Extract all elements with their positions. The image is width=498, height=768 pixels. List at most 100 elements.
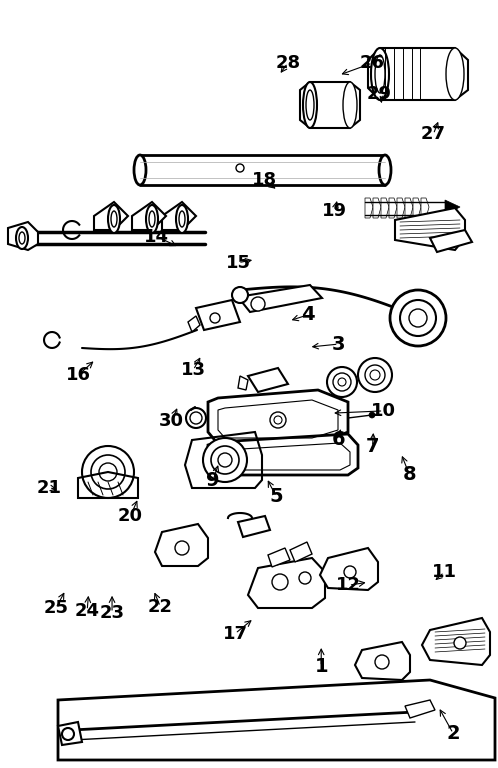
Polygon shape — [300, 82, 360, 128]
Circle shape — [365, 365, 385, 385]
Polygon shape — [248, 558, 325, 608]
Polygon shape — [422, 618, 490, 665]
Circle shape — [358, 358, 392, 392]
Circle shape — [369, 412, 375, 418]
Text: 8: 8 — [402, 465, 416, 484]
Text: 4: 4 — [301, 306, 315, 324]
Text: 3: 3 — [332, 335, 346, 353]
Polygon shape — [290, 542, 312, 562]
Polygon shape — [445, 200, 460, 215]
Circle shape — [274, 416, 282, 424]
Text: 24: 24 — [75, 601, 100, 620]
Ellipse shape — [446, 48, 464, 100]
Ellipse shape — [16, 227, 28, 249]
Polygon shape — [413, 198, 421, 218]
Polygon shape — [238, 285, 322, 312]
Polygon shape — [162, 202, 196, 230]
Circle shape — [99, 463, 117, 481]
Polygon shape — [248, 368, 288, 392]
Polygon shape — [238, 516, 270, 537]
Ellipse shape — [111, 211, 117, 227]
Circle shape — [210, 313, 220, 323]
Polygon shape — [188, 316, 200, 332]
Circle shape — [203, 438, 247, 482]
Ellipse shape — [371, 48, 389, 100]
Circle shape — [338, 378, 346, 386]
Circle shape — [370, 370, 380, 380]
Text: 6: 6 — [332, 430, 346, 449]
Text: 19: 19 — [322, 202, 347, 220]
Circle shape — [91, 455, 125, 489]
Polygon shape — [320, 548, 378, 590]
Circle shape — [299, 572, 311, 584]
Polygon shape — [208, 434, 358, 475]
Ellipse shape — [134, 155, 146, 185]
Polygon shape — [421, 198, 429, 218]
Text: 15: 15 — [226, 253, 250, 272]
Polygon shape — [8, 222, 38, 250]
Text: 9: 9 — [206, 471, 220, 489]
Text: 18: 18 — [252, 171, 277, 190]
Ellipse shape — [303, 82, 317, 128]
Circle shape — [232, 287, 248, 303]
Text: 23: 23 — [100, 604, 124, 622]
Circle shape — [390, 290, 446, 346]
Circle shape — [211, 446, 239, 474]
Circle shape — [344, 566, 356, 578]
Text: 1: 1 — [314, 657, 328, 676]
Ellipse shape — [149, 211, 155, 227]
Circle shape — [400, 300, 436, 336]
Circle shape — [272, 574, 288, 590]
Ellipse shape — [176, 205, 188, 233]
Text: 25: 25 — [43, 599, 68, 617]
Ellipse shape — [146, 205, 158, 233]
Circle shape — [409, 309, 427, 327]
Circle shape — [186, 408, 206, 428]
Text: 22: 22 — [148, 598, 173, 616]
Polygon shape — [58, 722, 82, 745]
Polygon shape — [389, 198, 397, 218]
Ellipse shape — [19, 232, 25, 244]
Text: 5: 5 — [269, 488, 283, 506]
Text: 13: 13 — [181, 361, 206, 379]
Polygon shape — [355, 642, 410, 680]
Ellipse shape — [179, 211, 185, 227]
Polygon shape — [373, 198, 381, 218]
Text: 29: 29 — [367, 84, 392, 103]
Circle shape — [82, 446, 134, 498]
Circle shape — [251, 297, 265, 311]
Text: 11: 11 — [432, 563, 457, 581]
Polygon shape — [58, 680, 495, 760]
Text: 26: 26 — [360, 54, 385, 72]
Polygon shape — [397, 198, 405, 218]
Polygon shape — [430, 230, 472, 252]
Text: 27: 27 — [421, 125, 446, 144]
Polygon shape — [405, 198, 413, 218]
Text: 7: 7 — [366, 438, 379, 456]
Text: 21: 21 — [36, 478, 61, 497]
Text: 28: 28 — [275, 54, 300, 72]
Polygon shape — [155, 524, 208, 566]
Text: 14: 14 — [144, 227, 169, 246]
Polygon shape — [368, 48, 468, 100]
Circle shape — [333, 373, 351, 391]
Circle shape — [454, 637, 466, 649]
Text: 10: 10 — [371, 402, 396, 420]
Text: 12: 12 — [336, 576, 361, 594]
Circle shape — [375, 655, 389, 669]
Circle shape — [218, 453, 232, 467]
Polygon shape — [94, 202, 128, 230]
Polygon shape — [395, 208, 465, 250]
Polygon shape — [238, 376, 248, 390]
Text: 17: 17 — [223, 624, 248, 643]
Circle shape — [236, 164, 244, 172]
Circle shape — [62, 728, 74, 740]
Polygon shape — [365, 198, 373, 218]
Polygon shape — [381, 198, 389, 218]
Ellipse shape — [108, 205, 120, 233]
Circle shape — [175, 541, 189, 555]
Ellipse shape — [306, 90, 314, 120]
Circle shape — [270, 412, 286, 428]
Text: 16: 16 — [66, 366, 91, 384]
Polygon shape — [405, 700, 435, 718]
